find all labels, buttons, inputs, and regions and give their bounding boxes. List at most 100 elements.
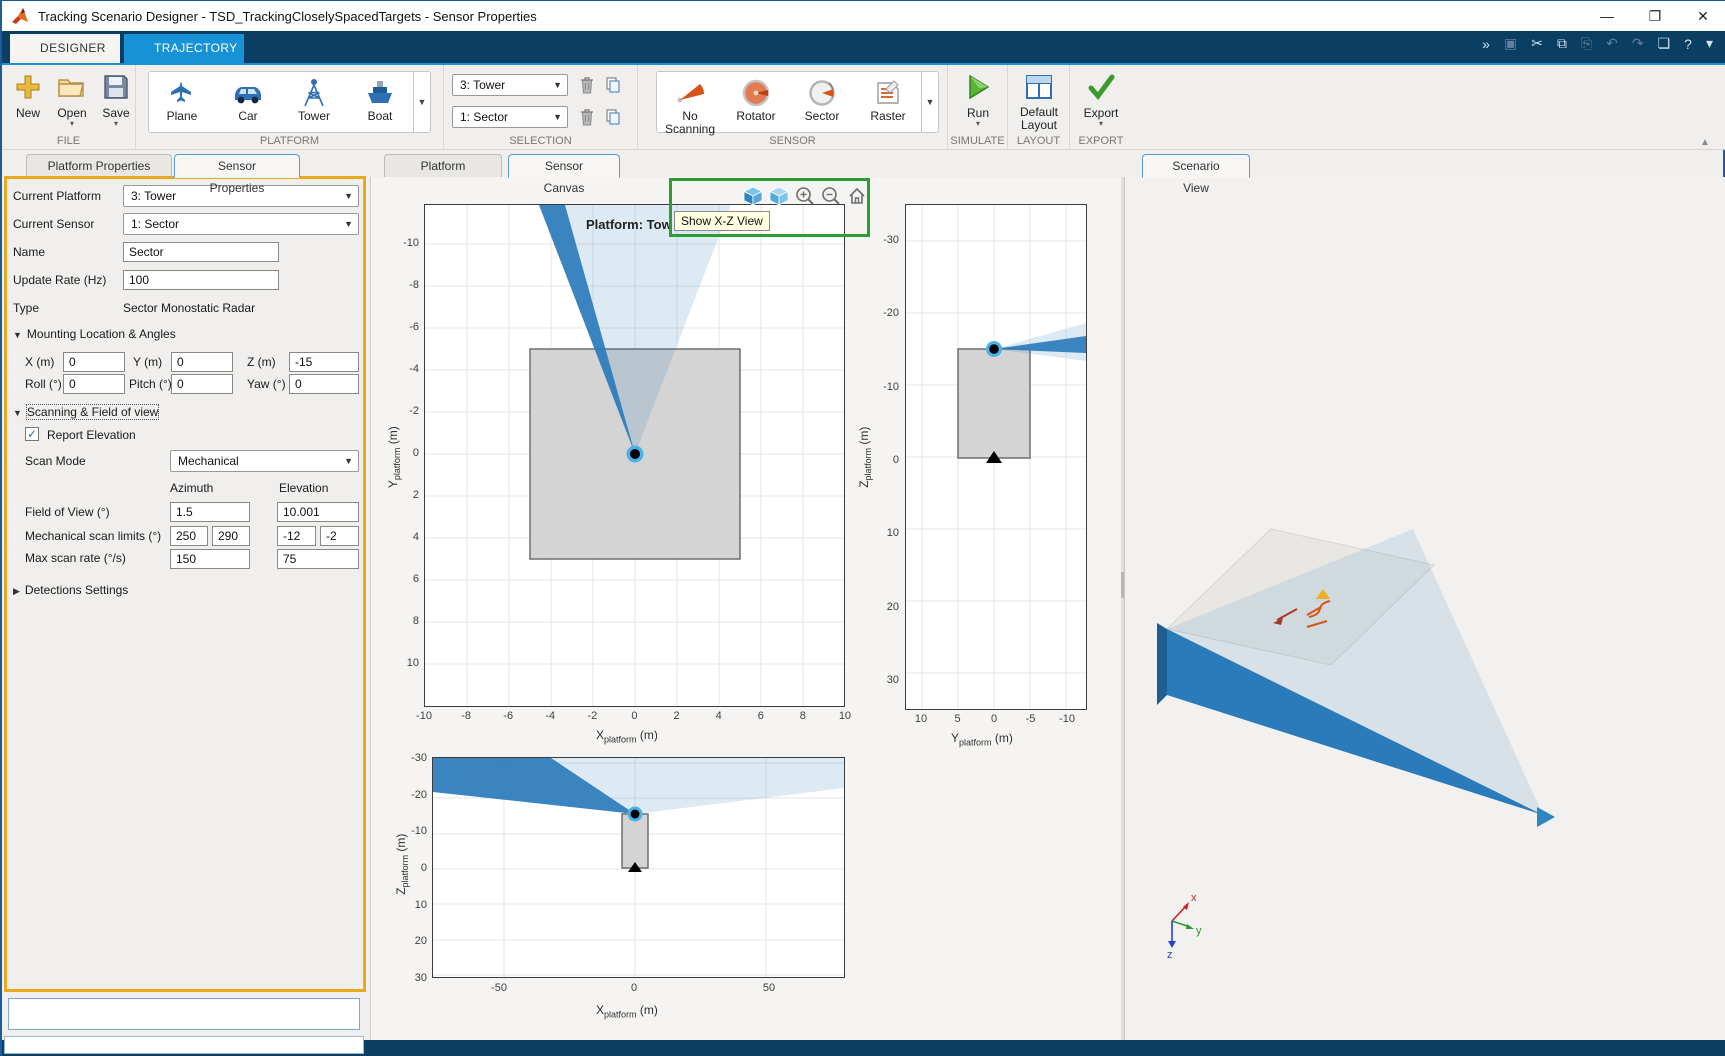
copy-sensor-button[interactable] <box>602 106 624 128</box>
mount-yaw-field[interactable]: 0 <box>289 374 359 394</box>
current-sensor-select[interactable]: 1: Sector ▼ <box>123 213 359 235</box>
no-scanning-icon <box>657 76 723 110</box>
tab-platform-properties[interactable]: Platform Properties <box>26 154 172 178</box>
save-icon[interactable]: ▣ <box>1503 35 1518 51</box>
detections-section-header[interactable]: ▶ Detections Settings <box>13 583 129 597</box>
scenario-view-panel[interactable]: x y z <box>1124 177 1725 1056</box>
more-icon[interactable]: ▾ <box>1705 35 1713 51</box>
platform-select[interactable]: 3: Tower ▼ <box>452 74 568 96</box>
no-scanning-button[interactable]: No Scanning <box>657 72 723 136</box>
quick-access-toolbar: » ▣ ✂ ⧉ ⎘ ↶ ↷ ❏? ▾ <box>1482 35 1713 52</box>
export-dropdown-icon[interactable]: ▾ <box>1098 119 1103 128</box>
xy-plot[interactable] <box>424 204 845 707</box>
save-icon <box>90 70 142 104</box>
open-button[interactable]: Open ▾ <box>46 70 98 128</box>
sector-button[interactable]: Sector <box>789 72 855 132</box>
open-dropdown-icon[interactable]: ▾ <box>69 119 74 128</box>
mount-x-field[interactable]: 0 <box>63 352 125 372</box>
tab-sensor-properties[interactable]: Sensor Properties <box>174 154 300 195</box>
name-field[interactable]: Sector <box>123 242 279 262</box>
max-scan-rate-el-field[interactable]: 75 <box>277 549 359 569</box>
mount-pitch-field[interactable]: 0 <box>171 374 233 394</box>
home-icon[interactable] <box>847 186 867 206</box>
copy-icon[interactable]: ⧉ <box>1556 35 1567 51</box>
panel-splitter[interactable] <box>1121 177 1124 1040</box>
rotate-3d-cube-icon[interactable] <box>769 186 789 206</box>
save-dropdown-icon[interactable]: ▾ <box>113 119 118 128</box>
raster-button[interactable]: Raster <box>855 72 921 132</box>
fov-cone-3d <box>1167 529 1543 815</box>
scanning-section-header[interactable]: ▼ Scanning & Field of view <box>13 404 160 420</box>
yz-plot[interactable] <box>905 204 1087 710</box>
paste-icon[interactable]: ⎘ <box>1580 35 1593 51</box>
mount-z-field[interactable]: -15 <box>289 352 359 372</box>
collapse-ribbon-icon[interactable]: ▲ <box>1700 137 1710 148</box>
show-xz-view-tooltip: Show X-Z View <box>674 211 770 231</box>
maximize-button[interactable]: ❐ <box>1648 8 1662 24</box>
run-button[interactable]: Run ▾ <box>952 70 1004 128</box>
ground-plane <box>1165 528 1436 666</box>
delete-sensor-button[interactable] <box>576 106 598 128</box>
rotator-icon <box>723 76 789 110</box>
splitter-grip[interactable] <box>1121 572 1124 598</box>
shortcuts-icon[interactable]: » <box>1482 35 1490 52</box>
minimize-button[interactable]: — <box>1600 8 1614 24</box>
properties-highlight-border: Current Platform 3: Tower ▼ Current Senso… <box>4 176 366 992</box>
add-car-button[interactable]: Car <box>215 72 281 132</box>
open-icon <box>46 70 98 104</box>
run-dropdown-icon[interactable]: ▾ <box>975 119 980 128</box>
tower-profile <box>957 348 1031 459</box>
scan-limit-el-min-field[interactable]: -12 <box>277 526 316 546</box>
tab-scenario-view[interactable]: Scenario View <box>1142 154 1250 195</box>
add-tower-button[interactable]: Tower <box>281 72 347 132</box>
scan-limit-az-min-field[interactable]: 250 <box>170 526 208 546</box>
xz-plot[interactable] <box>432 757 845 978</box>
tab-sensor-canvas[interactable]: Sensor Canvas <box>508 154 620 195</box>
export-button[interactable]: Export ▾ <box>1075 70 1127 128</box>
copy-platform-button[interactable] <box>602 74 624 96</box>
tab-platform-canvas[interactable]: Platform Canvas <box>384 154 502 195</box>
scan-limit-el-max-field[interactable]: -2 <box>320 526 359 546</box>
ribbon-section-file: New Open ▾ Save ▾ FILE <box>2 65 136 150</box>
current-platform-select[interactable]: 3: Tower ▼ <box>123 185 359 207</box>
sensor-select[interactable]: 1: Sector ▼ <box>452 106 568 128</box>
rotator-button[interactable]: Rotator <box>723 72 789 132</box>
restore-view-cube-icon[interactable] <box>743 186 763 206</box>
collapse-triangle-icon: ▼ <box>13 330 22 340</box>
default-layout-button[interactable]: Default Layout <box>1013 70 1065 132</box>
sensor-marker <box>630 809 640 819</box>
help-icon[interactable]: ? <box>1684 35 1692 52</box>
axes-toolbar <box>743 186 867 206</box>
add-plane-button[interactable]: Plane <box>149 72 215 132</box>
windows-icon[interactable]: ❏ <box>1657 35 1671 51</box>
tab-trajectory[interactable]: TRAJECTORY <box>124 34 244 63</box>
zoom-in-icon[interactable] <box>795 186 815 206</box>
platform-gallery-dropdown-icon[interactable]: ▼ <box>413 72 430 132</box>
scan-mode-select[interactable]: Mechanical ▼ <box>170 450 359 472</box>
scenario-3d-view[interactable]: x y z <box>1125 177 1725 1056</box>
undo-icon[interactable]: ↶ <box>1606 35 1618 51</box>
add-boat-button[interactable]: Boat <box>347 72 413 132</box>
mounting-section-header[interactable]: ▼ Mounting Location & Angles <box>13 327 176 341</box>
report-elevation-checkbox[interactable]: ✓ <box>25 427 39 441</box>
max-scan-rate-az-field[interactable]: 150 <box>170 549 250 569</box>
redo-icon[interactable]: ↷ <box>1631 35 1644 51</box>
delete-platform-button[interactable] <box>576 74 598 96</box>
chevron-down-icon: ▼ <box>344 219 353 229</box>
triad-y-label: y <box>1196 925 1202 937</box>
sensor-gallery-dropdown-icon[interactable]: ▼ <box>921 72 938 132</box>
fov-elevation-field[interactable]: 10.001 <box>277 502 359 522</box>
tab-designer[interactable]: DESIGNER <box>10 34 120 63</box>
update-rate-field[interactable]: 100 <box>123 270 279 290</box>
mount-roll-field[interactable]: 0 <box>63 374 125 394</box>
close-button[interactable]: ✕ <box>1697 8 1709 24</box>
save-button[interactable]: Save ▾ <box>90 70 142 128</box>
new-button[interactable]: New <box>2 70 54 120</box>
cut-icon[interactable]: ✂ <box>1531 35 1543 51</box>
mount-y-field[interactable]: 0 <box>171 352 233 372</box>
fov-azimuth-field[interactable]: 1.5 <box>170 502 250 522</box>
yz-xlabel: Yplatform (m) <box>951 731 1013 748</box>
scan-limit-az-max-field[interactable]: 290 <box>212 526 250 546</box>
xz-xlabel: Xplatform (m) <box>596 1003 658 1020</box>
zoom-out-icon[interactable] <box>821 186 841 206</box>
